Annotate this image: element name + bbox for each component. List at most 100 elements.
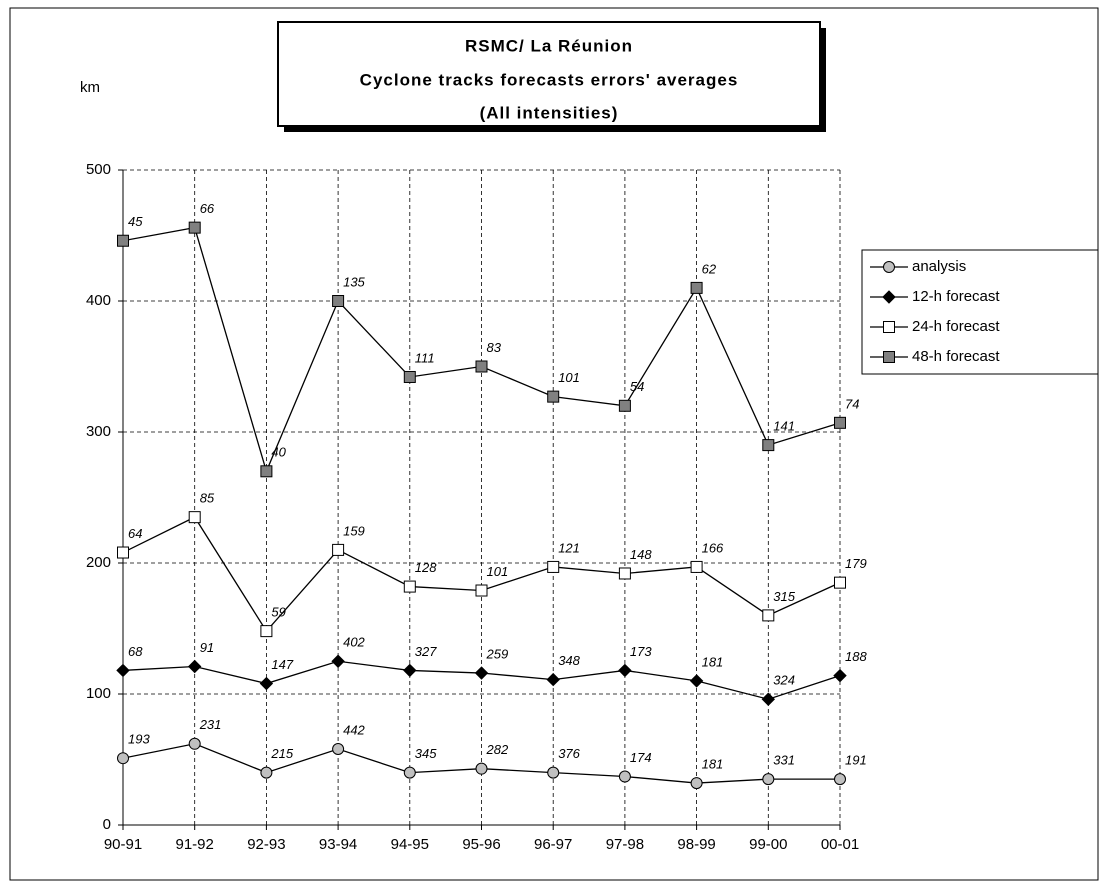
point-label: 141 (773, 419, 795, 434)
y-tick-label: 300 (86, 423, 111, 440)
point-label: 259 (486, 646, 509, 661)
marker (332, 743, 345, 756)
legend-label: analysis (912, 258, 966, 275)
marker (475, 762, 488, 775)
point-label: 45 (128, 214, 143, 229)
point-label: 111 (415, 350, 435, 365)
point-label: 159 (343, 523, 365, 538)
point-label: 376 (558, 746, 580, 761)
chart-title: RSMC/ La Réunion (465, 36, 633, 55)
marker (547, 390, 560, 403)
point-label: 68 (128, 644, 143, 659)
point-label: 64 (128, 526, 142, 541)
marker (547, 766, 560, 779)
marker (260, 625, 273, 638)
point-label: 324 (773, 673, 795, 688)
marker (475, 360, 488, 373)
marker (761, 692, 776, 706)
marker (117, 234, 129, 247)
marker (883, 321, 895, 333)
x-tick-label: 91-92 (176, 836, 214, 853)
point-label: 315 (773, 589, 795, 604)
marker (188, 737, 201, 750)
x-tick-label: 98-99 (677, 836, 715, 853)
chart-title: Cyclone tracks forecasts errors' average… (360, 70, 739, 89)
marker (882, 290, 896, 304)
marker (762, 773, 775, 786)
marker (188, 511, 201, 524)
marker (834, 576, 846, 589)
marker (188, 221, 201, 234)
marker (475, 584, 488, 597)
marker (618, 399, 631, 412)
marker (403, 370, 416, 383)
marker (690, 560, 703, 573)
y-tick-label: 400 (86, 292, 111, 309)
point-label: 181 (702, 757, 724, 772)
point-label: 148 (630, 547, 652, 562)
point-label: 62 (702, 261, 717, 276)
point-label: 166 (702, 540, 724, 555)
point-label: 54 (630, 379, 644, 394)
marker (260, 766, 273, 779)
point-label: 91 (200, 640, 214, 655)
marker (332, 543, 345, 556)
y-axis-label: km (80, 79, 100, 96)
x-tick-label: 00-01 (821, 836, 859, 853)
point-label: 442 (343, 722, 365, 737)
legend-label: 24-h forecast (912, 318, 1000, 335)
point-label: 348 (558, 653, 580, 668)
point-label: 85 (200, 491, 215, 506)
x-tick-label: 94-95 (391, 836, 429, 853)
point-label: 40 (271, 445, 286, 460)
point-label: 231 (199, 717, 222, 732)
point-label: 331 (773, 753, 795, 768)
y-tick-label: 100 (86, 685, 111, 702)
point-label: 181 (702, 654, 724, 669)
x-tick-label: 90-91 (104, 836, 142, 853)
marker (689, 674, 704, 688)
marker (403, 663, 417, 678)
marker (690, 281, 703, 294)
point-label: 191 (845, 753, 867, 768)
point-label: 74 (845, 396, 859, 411)
x-tick-label: 99-00 (749, 836, 787, 853)
point-label: 215 (270, 746, 293, 761)
point-label: 83 (487, 340, 502, 355)
point-label: 135 (343, 274, 365, 289)
marker (187, 659, 202, 674)
marker (117, 752, 129, 765)
x-tick-label: 92-93 (247, 836, 285, 853)
marker (833, 668, 847, 683)
x-tick-label: 93-94 (319, 836, 357, 853)
point-label: 66 (200, 201, 215, 216)
point-label: 345 (415, 746, 437, 761)
marker (403, 580, 416, 593)
marker (618, 770, 631, 783)
point-label: 173 (630, 644, 652, 659)
marker (618, 663, 632, 678)
marker (403, 766, 416, 779)
marker (883, 351, 895, 363)
point-label: 128 (415, 560, 437, 575)
marker (618, 567, 631, 580)
point-label: 282 (486, 742, 509, 757)
marker (762, 609, 775, 622)
legend-label: 48-h forecast (912, 348, 1000, 365)
point-label: 402 (343, 635, 365, 650)
point-label: 327 (415, 644, 437, 659)
point-label: 174 (630, 750, 652, 765)
x-tick-label: 95-96 (462, 836, 500, 853)
marker (690, 777, 703, 790)
point-label: 101 (558, 370, 580, 385)
marker (547, 560, 560, 573)
chart-title: (All intensities) (480, 103, 619, 122)
y-tick-label: 0 (103, 816, 111, 833)
marker (332, 295, 345, 307)
point-label: 59 (271, 605, 285, 620)
point-label: 147 (271, 657, 293, 672)
y-tick-label: 500 (86, 161, 111, 178)
frame (9, 7, 1099, 881)
x-tick-label: 96-97 (534, 836, 572, 853)
